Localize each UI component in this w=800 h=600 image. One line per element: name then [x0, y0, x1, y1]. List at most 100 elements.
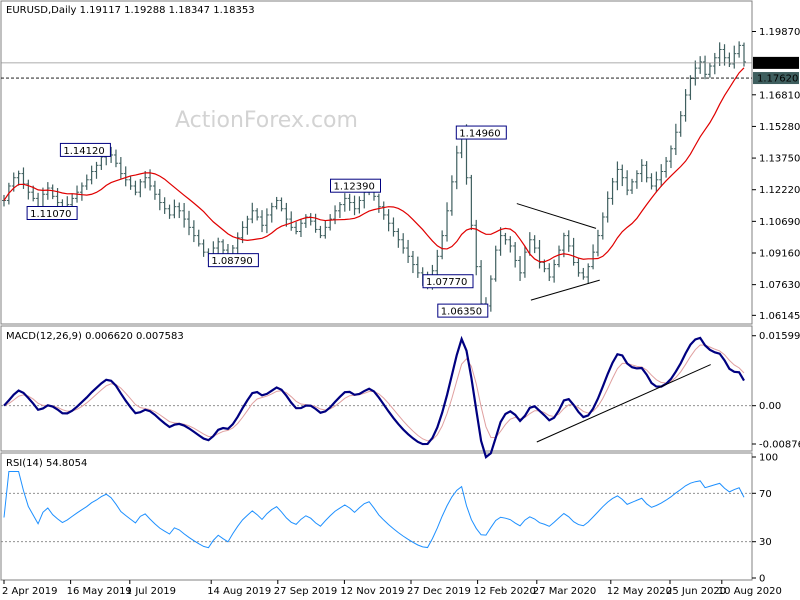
rsi-line	[3, 471, 745, 549]
price-bar	[610, 177, 615, 205]
price-bar	[133, 180, 138, 196]
price-bar	[182, 203, 187, 228]
price-bar	[26, 179, 31, 200]
price-bar	[440, 230, 445, 260]
rsi-axis-tick-label: 30	[759, 537, 772, 548]
price-bar	[571, 237, 576, 266]
price-bar	[45, 182, 50, 200]
macd-axis-tick-label: 0.015991	[759, 331, 800, 342]
rsi-axis-tick-label: 0	[759, 574, 765, 585]
x-axis-tick-label: 14 Aug 2019	[207, 586, 271, 597]
price-axis-tick-label: 1.07630	[759, 280, 800, 291]
price-bar	[503, 232, 508, 245]
price-bar	[727, 52, 732, 67]
x-axis-tick-label: 27 Dec 2019	[407, 586, 471, 597]
price-axis-tick-label: 1.13750	[759, 154, 800, 165]
price-bar	[376, 193, 381, 213]
macd-panel-frame	[0, 325, 753, 452]
price-bar	[488, 275, 493, 312]
price-annotation: 1.14120	[59, 142, 111, 157]
price-bar	[128, 176, 133, 190]
price-bar	[162, 197, 167, 214]
price-bar	[698, 56, 703, 74]
price-bar	[279, 197, 284, 212]
price-bar	[668, 145, 673, 169]
price-bar	[352, 195, 357, 216]
price-tag-label: 1.18353	[757, 58, 798, 69]
price-bar	[693, 60, 698, 86]
price-annotation: 1.07770	[422, 274, 474, 289]
price-bar	[357, 196, 362, 214]
x-axis-tick-label: 27 Mar 2020	[533, 586, 596, 597]
price-bar	[547, 263, 552, 282]
price-bar	[201, 239, 206, 257]
price-bar	[167, 204, 172, 219]
price-bar	[89, 165, 94, 185]
price-bar	[113, 149, 118, 168]
price-bar	[250, 202, 255, 224]
price-bar	[664, 156, 669, 178]
price-axis-tick-label: 1.16810	[759, 90, 800, 101]
price-bar	[688, 75, 693, 100]
price-bar	[586, 263, 591, 284]
price-bar	[722, 44, 727, 66]
price-bar	[522, 245, 527, 278]
price-bar	[605, 191, 610, 223]
triangle-upper-line	[516, 203, 597, 229]
price-bar	[342, 193, 347, 212]
price-annotation-label: 1.11070	[30, 209, 71, 220]
price-tag-label: 1.17620	[757, 74, 798, 85]
price-bar	[269, 202, 274, 223]
price-axis-tick-label: 1.09160	[759, 248, 800, 259]
price-annotation-box	[330, 178, 381, 193]
price-bar	[323, 220, 328, 239]
x-axis-tick-label: 27 Sep 2019	[274, 586, 337, 597]
price-bar	[123, 166, 128, 187]
price-bar	[386, 209, 391, 232]
price-bar	[333, 205, 338, 225]
price-bar	[557, 245, 561, 268]
price-annotation-label: 1.07770	[426, 277, 467, 288]
price-bar	[717, 42, 722, 66]
price-bar	[303, 214, 308, 228]
price-bar	[678, 111, 683, 137]
price-bar	[235, 232, 240, 256]
price-bar	[401, 233, 406, 254]
price-bar	[245, 215, 250, 235]
price-bar	[634, 170, 639, 189]
rsi-layer	[1, 471, 752, 549]
rsi-panel-frame	[0, 452, 753, 581]
price-annotation-box	[207, 253, 259, 268]
price-bar	[615, 161, 620, 191]
price-bar	[498, 227, 503, 256]
price-bar	[391, 217, 396, 237]
x-axis-tick-label: 2 Apr 2019	[2, 586, 57, 597]
price-annotation: 1.08790	[207, 253, 259, 268]
price-bar	[600, 212, 605, 240]
price-bar	[157, 189, 162, 211]
price-bar	[347, 193, 352, 211]
x-axis-tick-label: 16 May 2019	[67, 586, 132, 597]
macd-axis-tick-label: 0.00	[759, 401, 781, 412]
price-annotation-label: 1.12390	[334, 182, 375, 193]
price-annotation-box	[26, 205, 78, 220]
moving-average-line	[3, 67, 745, 263]
price-tag: 1.17620	[753, 72, 799, 85]
macd-trendline	[536, 364, 711, 443]
price-bar	[177, 202, 182, 219]
price-bar	[620, 164, 625, 187]
price-bar	[683, 89, 688, 122]
price-bar	[143, 171, 148, 189]
price-bar	[576, 257, 581, 277]
price-bar	[50, 184, 55, 200]
price-bar	[469, 174, 474, 231]
x-axis-tick-label: 12 Nov 2019	[340, 586, 404, 597]
price-layer: 1.14120 1.11070 1.08790 1.12390 1.14960 1.077…	[1, 41, 752, 318]
watermark: ActionForex.com	[175, 108, 358, 133]
macd-panel-title: MACD(12,26,9) 0.006620 0.007583	[6, 331, 184, 342]
price-bar	[474, 219, 479, 276]
price-bar	[654, 171, 659, 193]
price-bar	[435, 249, 440, 279]
price-bar	[552, 259, 557, 283]
